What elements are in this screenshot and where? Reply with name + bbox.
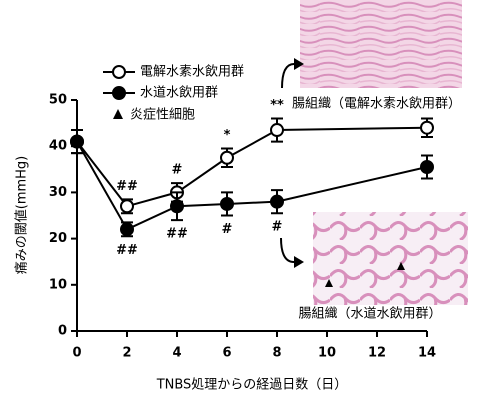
series-line bbox=[76, 141, 428, 231]
image-caption: 腸組織（水道水飲用群） bbox=[298, 306, 441, 322]
histology-image bbox=[313, 212, 468, 305]
data-point bbox=[220, 150, 234, 165]
legend-marker bbox=[113, 109, 123, 119]
data-point bbox=[120, 199, 134, 214]
x-tick-label: 6 bbox=[222, 346, 231, 361]
arrow bbox=[280, 237, 295, 263]
significance-mark: # bbox=[272, 220, 283, 235]
legend-marker bbox=[112, 65, 126, 79]
data-point bbox=[270, 194, 284, 209]
x-tick-label: 8 bbox=[272, 346, 281, 361]
cell-marker bbox=[397, 262, 405, 270]
cell-marker bbox=[325, 279, 333, 287]
y-tick-label: 30 bbox=[49, 185, 67, 200]
x-axis-label: TNBS処理からの経過日数（日） bbox=[156, 378, 348, 393]
data-point bbox=[420, 120, 434, 135]
data-point bbox=[170, 199, 184, 214]
arrow-head bbox=[294, 256, 304, 268]
significance-mark: # bbox=[222, 222, 233, 237]
x-tick-label: 0 bbox=[72, 346, 81, 361]
data-point bbox=[220, 196, 234, 211]
legend-label: 炎症性細胞 bbox=[130, 108, 195, 123]
x-tick-label: 12 bbox=[368, 346, 386, 361]
significance-mark: # bbox=[172, 163, 183, 178]
significance-mark: ## bbox=[166, 227, 188, 242]
y-tick-label: 50 bbox=[49, 93, 67, 108]
y-tick-label: 40 bbox=[49, 139, 67, 154]
data-point bbox=[270, 123, 284, 138]
significance-mark: ** bbox=[270, 98, 284, 113]
x-tick-label: 2 bbox=[122, 346, 131, 361]
y-tick-label: 10 bbox=[49, 277, 67, 292]
arrow bbox=[281, 63, 295, 89]
histology-image bbox=[300, 0, 462, 88]
x-tick-label: 14 bbox=[418, 346, 436, 361]
y-axis-label: 痛みの閾値(mmHg) bbox=[14, 156, 30, 275]
significance-mark: * bbox=[224, 128, 231, 143]
data-point bbox=[420, 159, 434, 174]
significance-mark: ## bbox=[116, 179, 138, 194]
significance-mark: ## bbox=[116, 243, 138, 258]
legend-label: 水道水飲用群 bbox=[140, 85, 218, 101]
x-tick-label: 4 bbox=[172, 346, 181, 361]
y-tick-label: 0 bbox=[58, 324, 67, 339]
data-point bbox=[70, 134, 84, 149]
series-line bbox=[76, 126, 428, 208]
arrow-head bbox=[294, 58, 304, 70]
legend-marker bbox=[112, 86, 126, 100]
image-caption: 腸組織（電解水素水飲用群） bbox=[292, 96, 461, 112]
x-tick-label: 10 bbox=[318, 346, 336, 361]
y-tick-label: 20 bbox=[49, 231, 67, 246]
legend-label: 電解水素水飲用群 bbox=[140, 64, 244, 80]
data-point bbox=[120, 222, 134, 237]
